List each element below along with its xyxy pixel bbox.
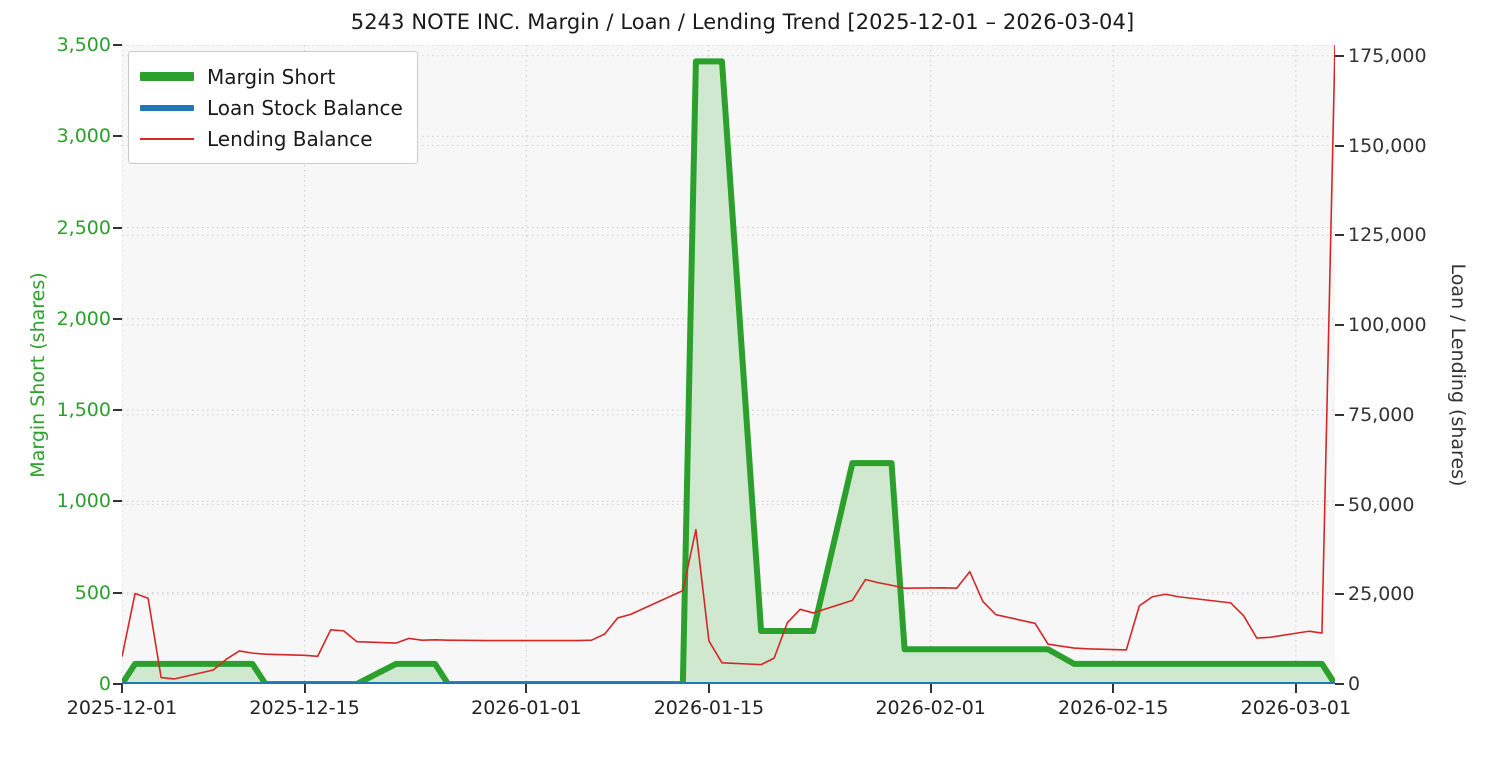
y-axis-left-tick-label: 1,500 <box>56 399 111 422</box>
y-axis-right-tick-label: 100,000 <box>1348 314 1427 336</box>
plot-canvas <box>122 45 1335 684</box>
y-axis-left-tick-label: 0 <box>98 673 111 695</box>
x-axis-tick-label: 2025-12-01 <box>66 697 178 719</box>
x-axis-tick-mark <box>525 684 528 693</box>
y-axis-left-tick-label: 2,000 <box>56 307 111 330</box>
y-axis-left-title: Margin Short (shares) <box>27 272 49 478</box>
y-axis-left-tick-label: 500 <box>74 581 111 604</box>
legend-item-loan-stock-balance: Loan Stock Balance <box>140 92 403 123</box>
legend-item-margin-short: Margin Short <box>140 61 403 92</box>
y-axis-right-tick-label: 125,000 <box>1348 224 1427 247</box>
y-axis-right-tick-label: 25,000 <box>1348 583 1415 606</box>
y-axis-right-tick-mark <box>1335 503 1344 506</box>
y-axis-right-tick-mark <box>1335 324 1344 326</box>
x-axis-tick-label: 2026-02-15 <box>1058 697 1169 719</box>
y-axis-right-tick-mark <box>1335 234 1344 237</box>
legend-swatch-margin-short-icon <box>140 72 194 81</box>
y-axis-right-tick-label: 50,000 <box>1348 493 1415 516</box>
y-axis-left-tick-label: 3,500 <box>56 34 111 56</box>
y-axis-left-tick-mark <box>113 500 122 503</box>
x-axis-tick-mark <box>929 684 932 693</box>
y-axis-right-tick-label: 150,000 <box>1348 134 1427 157</box>
x-axis-tick-label: 2025-12-15 <box>249 697 360 719</box>
legend-label-loan-stock-balance: Loan Stock Balance <box>207 95 403 120</box>
y-axis-left-tick-mark <box>113 317 122 320</box>
y-axis-right-tick-mark <box>1335 144 1344 147</box>
legend-label-lending-balance: Lending Balance <box>207 126 373 151</box>
y-axis-right-tick-mark <box>1335 593 1344 596</box>
y-axis-right-tick-label: 75,000 <box>1348 403 1415 426</box>
chart-title: 5243 NOTE INC. Margin / Loan / Lending T… <box>350 10 1135 34</box>
y-axis-left-tick-mark <box>113 135 122 138</box>
x-axis-tick-mark <box>1294 684 1297 693</box>
x-axis-tick-mark <box>707 684 710 693</box>
y-axis-right-tick-mark <box>1335 413 1344 416</box>
y-axis-left-tick-label: 3,000 <box>56 125 111 148</box>
y-axis-right-tick-mark <box>1335 683 1344 685</box>
y-axis-left-tick-label: 1,000 <box>56 490 111 513</box>
y-axis-left-tick-label: 2,500 <box>56 216 111 239</box>
y-axis-right-tick-mark <box>1335 54 1344 57</box>
y-axis-left-tick-mark <box>113 409 122 412</box>
x-axis-tick-label: 2026-03-01 <box>1240 697 1352 719</box>
x-axis-tick-label: 2026-01-15 <box>653 697 765 719</box>
legend-swatch-lending-balance-icon <box>140 137 194 140</box>
y-axis-right-title: Loan / Lending (shares) <box>1447 263 1469 487</box>
y-axis-left-tick-mark <box>113 683 122 685</box>
legend-item-lending-balance: Lending Balance <box>140 123 403 154</box>
x-axis-tick-label: 2026-01-01 <box>471 697 582 719</box>
chart-legend: Margin Short Loan Stock Balance Lending … <box>128 51 418 164</box>
legend-swatch-loan-stock-balance-icon <box>140 104 194 111</box>
x-axis-tick-label: 2026-02-01 <box>875 697 986 719</box>
y-axis-right-tick-label: 175,000 <box>1348 44 1427 67</box>
y-axis-left-tick-mark <box>113 226 122 229</box>
x-axis-tick-mark <box>1112 684 1115 693</box>
legend-label-margin-short: Margin Short <box>207 64 336 89</box>
y-axis-right-tick-label: 0 <box>1348 673 1361 695</box>
y-axis-left-tick-mark <box>113 591 122 594</box>
x-axis-tick-mark <box>121 684 123 693</box>
y-axis-left-tick-mark <box>113 44 122 46</box>
x-axis-tick-mark <box>303 684 306 693</box>
